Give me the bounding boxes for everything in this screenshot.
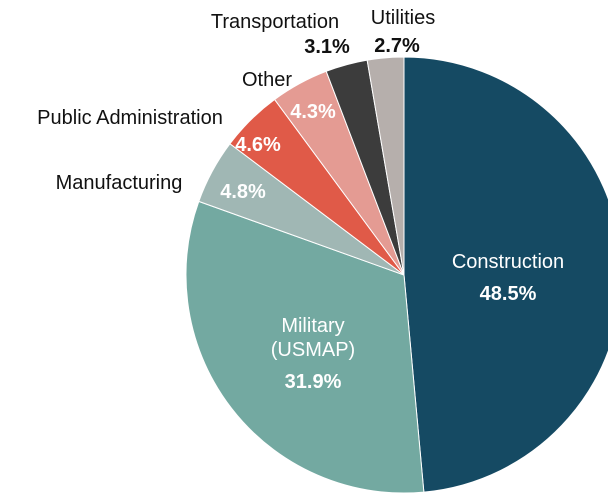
slice-label: Utilities bbox=[370, 7, 436, 29]
slice-label: Other bbox=[241, 69, 293, 91]
value-label: 4.3% bbox=[290, 101, 336, 123]
pie-slice bbox=[403, 56, 608, 493]
value-label: 2.7% bbox=[374, 35, 420, 57]
slice-label: Construction bbox=[451, 251, 565, 273]
value-label: 31.9% bbox=[284, 371, 342, 393]
pie-slice bbox=[366, 56, 405, 276]
slice-label: Manufacturing bbox=[55, 172, 183, 194]
slice-label: Transportation bbox=[210, 11, 340, 33]
pie-slice bbox=[185, 200, 425, 494]
slice-label: Public Administration bbox=[37, 107, 223, 129]
value-label: 4.6% bbox=[235, 134, 281, 156]
slice-label: Military (USMAP) bbox=[270, 315, 356, 361]
value-label: 4.8% bbox=[220, 181, 266, 203]
value-label: 48.5% bbox=[479, 283, 537, 305]
value-label: 3.1% bbox=[304, 36, 350, 58]
